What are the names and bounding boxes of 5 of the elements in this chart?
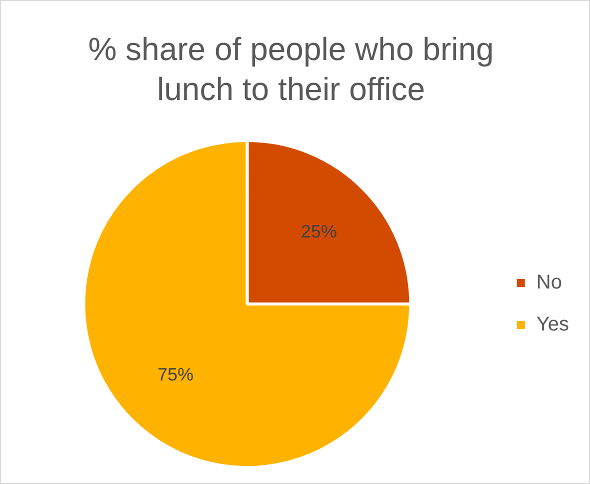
chart-title: % share of people who bring lunch to their office (87, 30, 495, 109)
legend-label: No (536, 272, 562, 294)
legend-label: Yes (536, 314, 570, 336)
data-label: 75% (157, 364, 194, 385)
data-label: 25% (300, 221, 337, 242)
